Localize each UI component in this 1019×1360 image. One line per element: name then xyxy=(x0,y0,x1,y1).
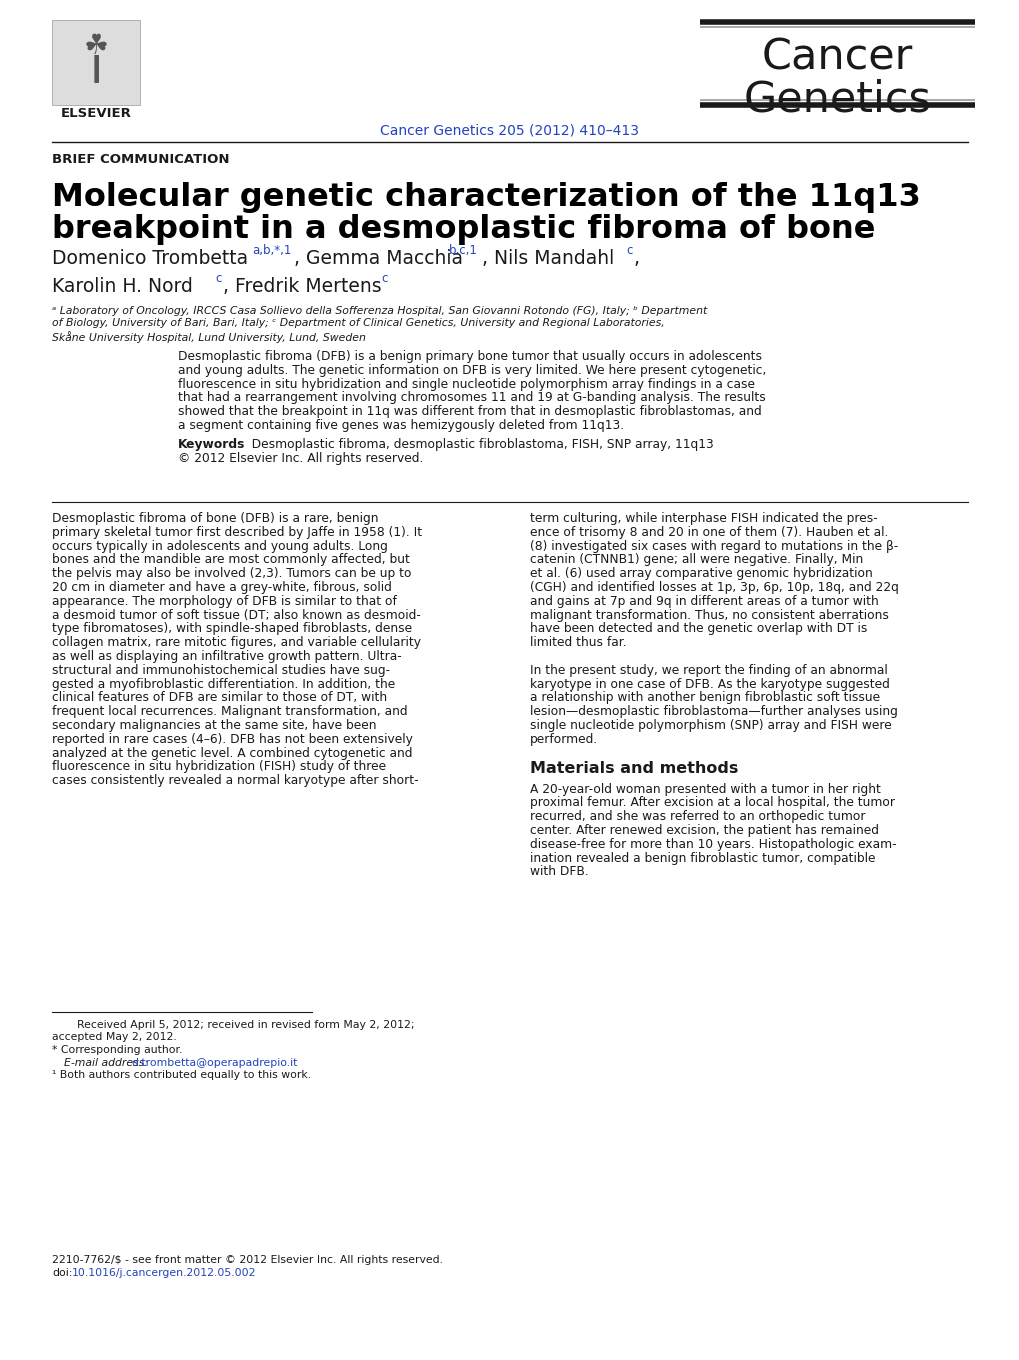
Text: b,c,1: b,c,1 xyxy=(448,243,478,257)
Text: a relationship with another benign fibroblastic soft tissue: a relationship with another benign fibro… xyxy=(530,691,879,704)
Text: bones and the mandible are most commonly affected, but: bones and the mandible are most commonly… xyxy=(52,554,410,566)
Text: showed that the breakpoint in 11q was different from that in desmoplastic fibrob: showed that the breakpoint in 11q was di… xyxy=(178,405,761,419)
Text: Desmoplastic fibroma, desmoplastic fibroblastoma, FISH, SNP array, 11q13: Desmoplastic fibroma, desmoplastic fibro… xyxy=(239,438,713,450)
Text: secondary malignancies at the same site, have been: secondary malignancies at the same site,… xyxy=(52,719,376,732)
Text: Desmoplastic fibroma of bone (DFB) is a rare, benign: Desmoplastic fibroma of bone (DFB) is a … xyxy=(52,511,378,525)
Text: * Corresponding author.: * Corresponding author. xyxy=(52,1044,182,1055)
Text: c: c xyxy=(626,243,632,257)
Text: ence of trisomy 8 and 20 in one of them (7). Hauben et al.: ence of trisomy 8 and 20 in one of them … xyxy=(530,526,888,539)
Text: ᵃ Laboratory of Oncology, IRCCS Casa Sollievo della Sofferenza Hospital, San Gio: ᵃ Laboratory of Oncology, IRCCS Casa Sol… xyxy=(52,306,706,316)
Text: analyzed at the genetic level. A combined cytogenetic and: analyzed at the genetic level. A combine… xyxy=(52,747,412,760)
Text: ¹ Both authors contributed equally to this work.: ¹ Both authors contributed equally to th… xyxy=(52,1070,311,1080)
Text: 10.1016/j.cancergen.2012.05.002: 10.1016/j.cancergen.2012.05.002 xyxy=(72,1268,256,1277)
Text: Materials and methods: Materials and methods xyxy=(530,760,738,775)
Text: and gains at 7p and 9q in different areas of a tumor with: and gains at 7p and 9q in different area… xyxy=(530,594,878,608)
Text: 2210-7762/$ - see front matter © 2012 Elsevier Inc. All rights reserved.: 2210-7762/$ - see front matter © 2012 El… xyxy=(52,1255,442,1265)
Text: disease-free for more than 10 years. Histopathologic exam-: disease-free for more than 10 years. His… xyxy=(530,838,896,851)
Text: type fibromatoses), with spindle-shaped fibroblasts, dense: type fibromatoses), with spindle-shaped … xyxy=(52,623,412,635)
Text: Skåne University Hospital, Lund University, Lund, Sweden: Skåne University Hospital, Lund Universi… xyxy=(52,330,366,343)
Text: BRIEF COMMUNICATION: BRIEF COMMUNICATION xyxy=(52,154,229,166)
Text: ELSEVIER: ELSEVIER xyxy=(60,107,131,120)
Text: ination revealed a benign fibroblastic tumor, compatible: ination revealed a benign fibroblastic t… xyxy=(530,851,874,865)
Text: 20 cm in diameter and have a grey-white, fibrous, solid: 20 cm in diameter and have a grey-white,… xyxy=(52,581,391,594)
Text: and young adults. The genetic information on DFB is very limited. We here presen: and young adults. The genetic informatio… xyxy=(178,363,765,377)
Text: In the present study, we report the finding of an abnormal: In the present study, we report the find… xyxy=(530,664,887,677)
Text: doi:: doi: xyxy=(52,1268,72,1277)
Text: karyotype in one case of DFB. As the karyotype suggested: karyotype in one case of DFB. As the kar… xyxy=(530,677,889,691)
Text: , Nils Mandahl: , Nils Mandahl xyxy=(482,249,613,268)
Text: Desmoplastic fibroma (DFB) is a benign primary bone tumor that usually occurs in: Desmoplastic fibroma (DFB) is a benign p… xyxy=(178,350,761,363)
Text: d.trombetta@operapadrepio.it: d.trombetta@operapadrepio.it xyxy=(130,1058,298,1068)
Text: a segment containing five genes was hemizygously deleted from 11q13.: a segment containing five genes was hemi… xyxy=(178,419,624,432)
Text: fluorescence in situ hybridization and single nucleotide polymorphism array find: fluorescence in situ hybridization and s… xyxy=(178,378,754,390)
Text: collagen matrix, rare mitotic figures, and variable cellularity: collagen matrix, rare mitotic figures, a… xyxy=(52,636,421,649)
Text: , Gemma Macchia: , Gemma Macchia xyxy=(293,249,463,268)
Text: reported in rare cases (4–6). DFB has not been extensively: reported in rare cases (4–6). DFB has no… xyxy=(52,733,413,745)
Text: gested a myofibroblastic differentiation. In addition, the: gested a myofibroblastic differentiation… xyxy=(52,677,395,691)
Text: ,: , xyxy=(634,249,639,268)
Text: performed.: performed. xyxy=(530,733,598,745)
Text: a desmoid tumor of soft tissue (DT; also known as desmoid-: a desmoid tumor of soft tissue (DT; also… xyxy=(52,609,421,622)
Text: that had a rearrangement involving chromosomes 11 and 19 at G-banding analysis. : that had a rearrangement involving chrom… xyxy=(178,392,765,404)
Text: primary skeletal tumor first described by Jaffe in 1958 (1). It: primary skeletal tumor first described b… xyxy=(52,526,422,539)
Text: frequent local recurrences. Malignant transformation, and: frequent local recurrences. Malignant tr… xyxy=(52,706,408,718)
Text: Molecular genetic characterization of the 11q13: Molecular genetic characterization of th… xyxy=(52,182,920,214)
Text: © 2012 Elsevier Inc. All rights reserved.: © 2012 Elsevier Inc. All rights reserved… xyxy=(178,452,423,465)
Bar xyxy=(52,20,140,105)
Text: , Fredrik Mertens: , Fredrik Mertens xyxy=(223,277,381,296)
Text: accepted May 2, 2012.: accepted May 2, 2012. xyxy=(52,1032,176,1043)
Text: Karolin H. Nord: Karolin H. Nord xyxy=(52,277,193,296)
Text: Keywords: Keywords xyxy=(178,438,246,450)
Text: limited thus far.: limited thus far. xyxy=(530,636,626,649)
Text: the pelvis may also be involved (2,3). Tumors can be up to: the pelvis may also be involved (2,3). T… xyxy=(52,567,411,581)
Text: (8) investigated six cases with regard to mutations in the β-: (8) investigated six cases with regard t… xyxy=(530,540,898,552)
Text: Cancer Genetics 205 (2012) 410–413: Cancer Genetics 205 (2012) 410–413 xyxy=(380,122,639,137)
Text: et al. (6) used array comparative genomic hybridization: et al. (6) used array comparative genomi… xyxy=(530,567,872,581)
Text: occurs typically in adolescents and young adults. Long: occurs typically in adolescents and youn… xyxy=(52,540,387,552)
Text: have been detected and the genetic overlap with DT is: have been detected and the genetic overl… xyxy=(530,623,866,635)
Text: Domenico Trombetta: Domenico Trombetta xyxy=(52,249,248,268)
Text: (CGH) and identified losses at 1p, 3p, 6p, 10p, 18q, and 22q: (CGH) and identified losses at 1p, 3p, 6… xyxy=(530,581,898,594)
Text: a,b,*,1: a,b,*,1 xyxy=(252,243,291,257)
Text: of Biology, University of Bari, Bari, Italy; ᶜ Department of Clinical Genetics, : of Biology, University of Bari, Bari, It… xyxy=(52,318,664,329)
Text: lesion—desmoplastic fibroblastoma—further analyses using: lesion—desmoplastic fibroblastoma—furthe… xyxy=(530,706,897,718)
Text: appearance. The morphology of DFB is similar to that of: appearance. The morphology of DFB is sim… xyxy=(52,594,396,608)
Text: recurred, and she was referred to an orthopedic tumor: recurred, and she was referred to an ort… xyxy=(530,811,865,823)
Text: cases consistently revealed a normal karyotype after short-: cases consistently revealed a normal kar… xyxy=(52,774,418,787)
Text: as well as displaying an infiltrative growth pattern. Ultra-: as well as displaying an infiltrative gr… xyxy=(52,650,401,664)
Text: clinical features of DFB are similar to those of DT, with: clinical features of DFB are similar to … xyxy=(52,691,387,704)
Text: with DFB.: with DFB. xyxy=(530,865,588,879)
Text: malignant transformation. Thus, no consistent aberrations: malignant transformation. Thus, no consi… xyxy=(530,609,888,622)
Text: single nucleotide polymorphism (SNP) array and FISH were: single nucleotide polymorphism (SNP) arr… xyxy=(530,719,891,732)
Text: breakpoint in a desmoplastic fibroma of bone: breakpoint in a desmoplastic fibroma of … xyxy=(52,214,874,245)
Text: proximal femur. After excision at a local hospital, the tumor: proximal femur. After excision at a loca… xyxy=(530,797,894,809)
Text: term culturing, while interphase FISH indicated the pres-: term culturing, while interphase FISH in… xyxy=(530,511,877,525)
Text: structural and immunohistochemical studies have sug-: structural and immunohistochemical studi… xyxy=(52,664,389,677)
Text: c: c xyxy=(381,272,387,286)
Text: ☘
❙: ☘ ❙ xyxy=(84,33,108,83)
Text: catenin (CTNNB1) gene; all were negative. Finally, Min: catenin (CTNNB1) gene; all were negative… xyxy=(530,554,862,566)
Text: A 20-year-old woman presented with a tumor in her right: A 20-year-old woman presented with a tum… xyxy=(530,782,880,796)
Text: Received April 5, 2012; received in revised form May 2, 2012;: Received April 5, 2012; received in revi… xyxy=(76,1020,414,1030)
Text: Cancer
Genetics: Cancer Genetics xyxy=(743,35,930,120)
Text: E-mail address:: E-mail address: xyxy=(64,1058,152,1068)
Text: c: c xyxy=(215,272,221,286)
Text: fluorescence in situ hybridization (FISH) study of three: fluorescence in situ hybridization (FISH… xyxy=(52,760,386,774)
Text: center. After renewed excision, the patient has remained: center. After renewed excision, the pati… xyxy=(530,824,878,836)
